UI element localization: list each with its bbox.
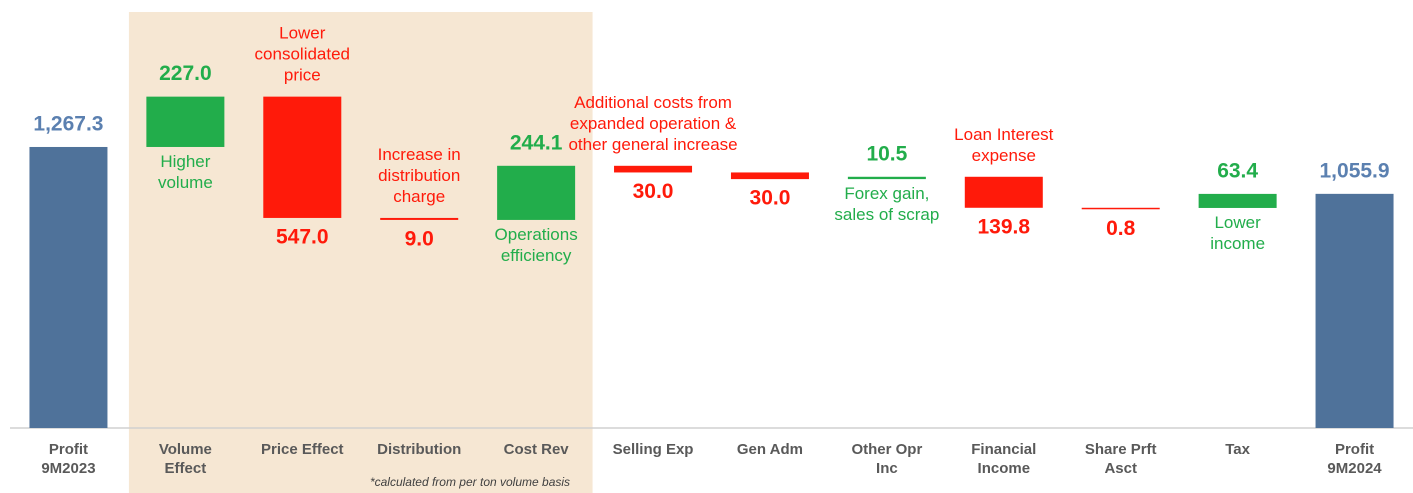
x-tick-label: Financial Income (971, 441, 1036, 477)
value-label: 0.8 (1106, 217, 1136, 240)
bar (730, 172, 809, 180)
bar (497, 165, 576, 220)
value-label: 547.0 (276, 225, 329, 248)
annotation: Additional costs from expanded operation … (568, 93, 737, 154)
footnote: *calculated from per ton volume basis (370, 475, 570, 489)
x-tick-label: Tax (1225, 441, 1250, 458)
x-tick-label: Other Opr Inc (851, 441, 922, 477)
value-label: 63.4 (1217, 159, 1258, 182)
annotation: Increase in distribution charge (378, 145, 461, 206)
annotation: Operations efficiency (495, 225, 578, 265)
value-label: 139.8 (978, 215, 1031, 238)
x-tick-label: Selling Exp (613, 441, 694, 458)
annotation: Lower income (1210, 213, 1265, 253)
bar (1315, 193, 1394, 428)
value-label: 9.0 (405, 227, 434, 250)
value-label: 10.5 (866, 142, 907, 165)
annotation: Lower consolidated price (255, 24, 350, 85)
bar (847, 176, 926, 180)
x-tick-label: Distribution (377, 441, 461, 458)
highlight-region (128, 12, 593, 493)
x-tick-label: Share Prft Asct (1085, 441, 1157, 477)
x-tick-label: Price Effect (261, 441, 344, 458)
value-label: 1,267.3 (33, 113, 103, 136)
bar (146, 96, 225, 147)
value-label: 30.0 (750, 187, 791, 210)
x-tick-label: Profit 9M2023 (41, 441, 95, 477)
value-label: 30.0 (633, 180, 674, 203)
bar (1198, 193, 1277, 208)
x-tick-label: Profit 9M2024 (1327, 441, 1382, 477)
bar (263, 96, 342, 218)
value-label: 227.0 (159, 62, 212, 85)
annotation: Loan Interest expense (954, 125, 1054, 165)
bar (29, 146, 108, 428)
bar (614, 165, 693, 173)
x-tick-label: Volume Effect (159, 441, 212, 477)
x-tick-label: Gen Adm (737, 441, 803, 458)
value-label: 244.1 (510, 131, 563, 154)
value-label: 1,055.9 (1320, 159, 1390, 182)
x-tick-label: Cost Rev (504, 441, 570, 458)
annotation: Higher volume (158, 152, 213, 192)
bar (964, 176, 1043, 208)
bar (380, 217, 459, 220)
bar (1081, 207, 1160, 210)
annotation: Forex gain, sales of scrap (834, 185, 939, 225)
